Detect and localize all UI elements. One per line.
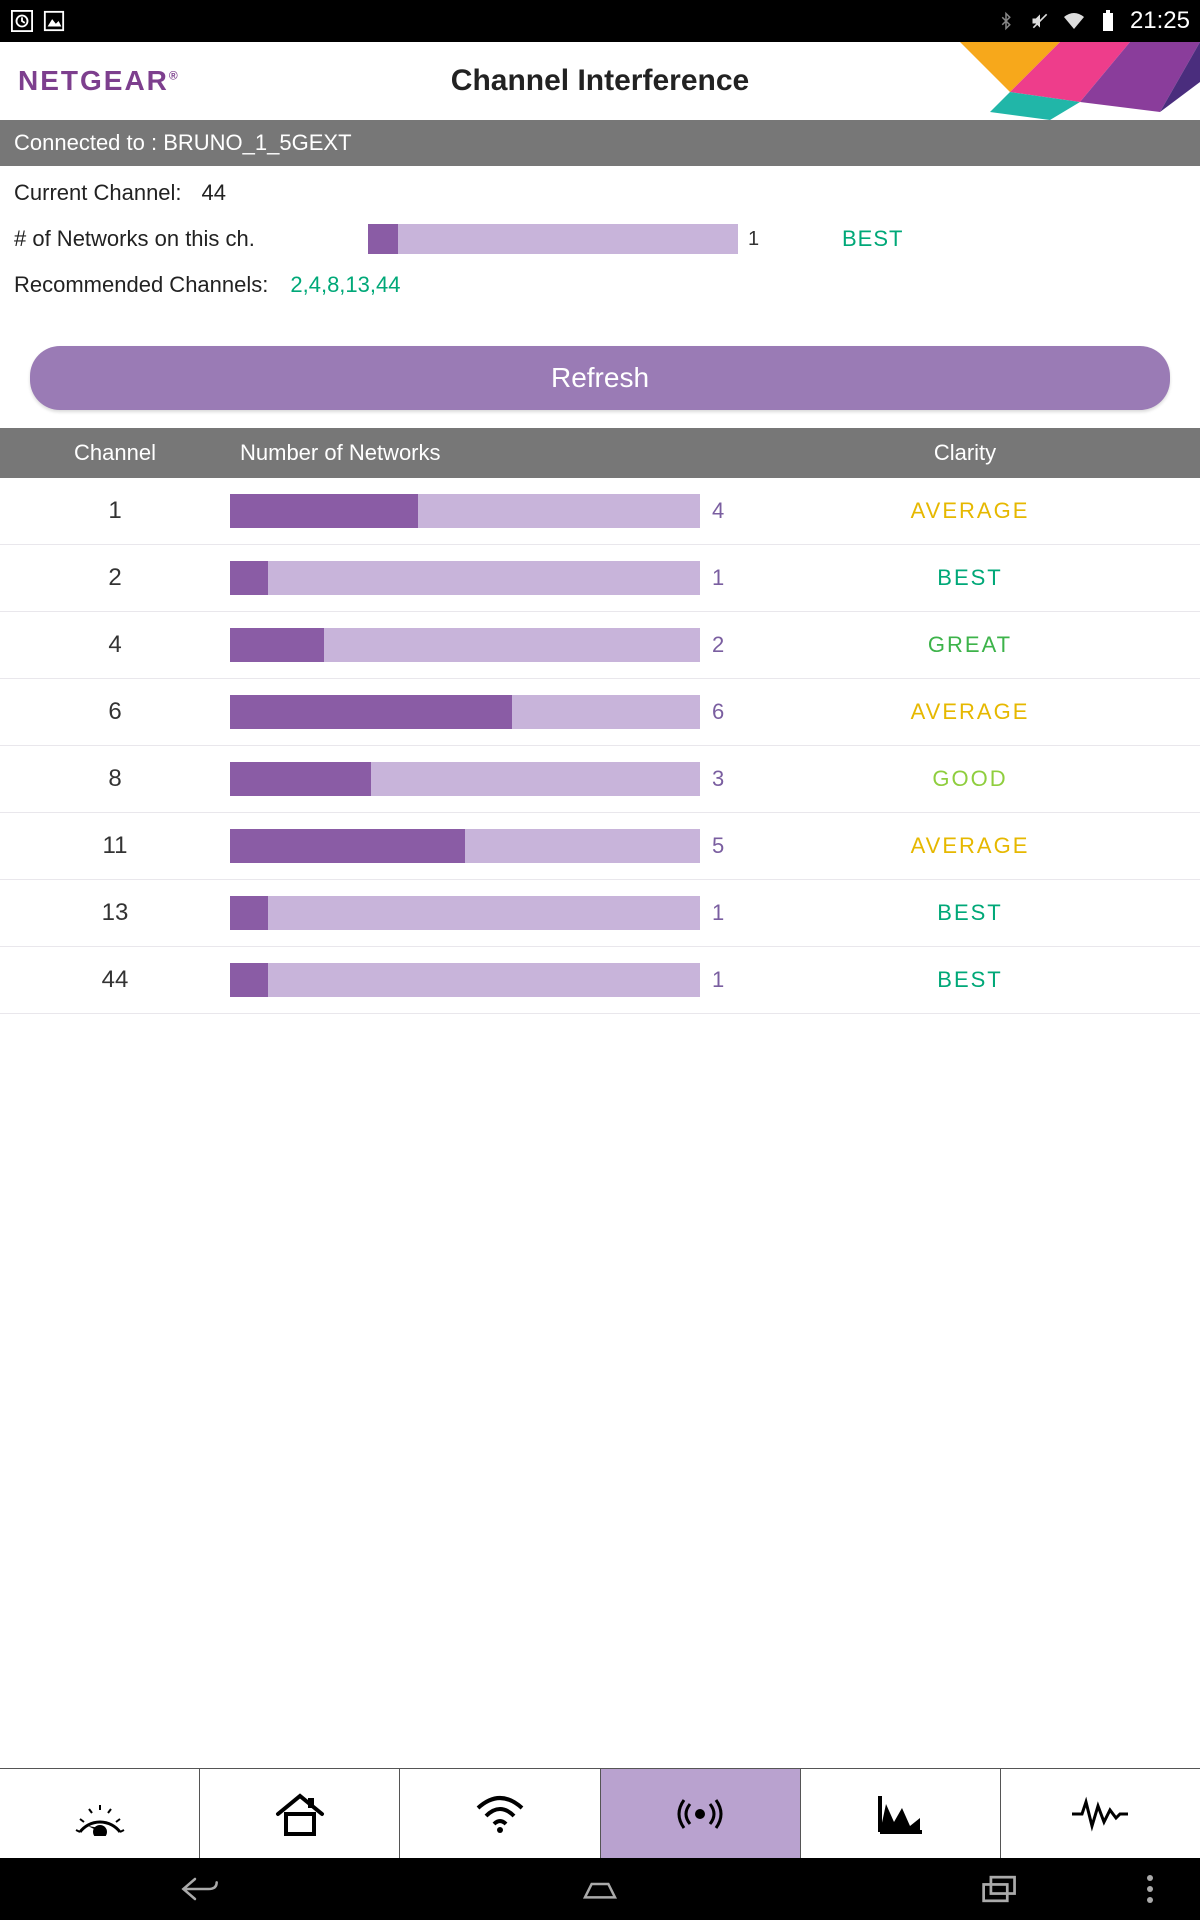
row-count: 1 bbox=[700, 900, 740, 926]
recommended-channels-row: Recommended Channels: 2,4,8,13,44 bbox=[14, 272, 1186, 298]
tab-signal[interactable] bbox=[1001, 1769, 1200, 1858]
table-header: Channel Number of Networks Clarity bbox=[0, 428, 1200, 478]
row-count: 4 bbox=[700, 498, 740, 524]
table-row[interactable]: 8 3GOOD bbox=[0, 746, 1200, 813]
nav-home-icon[interactable] bbox=[580, 1869, 620, 1909]
row-clarity: BEST bbox=[740, 565, 1200, 591]
row-clarity: GREAT bbox=[740, 632, 1200, 658]
networks-on-channel-count: 1 bbox=[738, 228, 768, 251]
tab-wifi[interactable] bbox=[400, 1769, 600, 1858]
table-row[interactable]: 2 1BEST bbox=[0, 545, 1200, 612]
tab-gauge[interactable] bbox=[0, 1769, 200, 1858]
table-row[interactable]: 44 1BEST bbox=[0, 947, 1200, 1014]
row-channel: 2 bbox=[0, 564, 230, 592]
row-channel: 4 bbox=[0, 631, 230, 659]
status-time: 21:25 bbox=[1130, 7, 1190, 35]
current-channel-row: Current Channel: 44 bbox=[14, 180, 1186, 206]
page-title: Channel Interference bbox=[451, 64, 749, 98]
nav-menu-icon[interactable] bbox=[1130, 1869, 1170, 1909]
android-nav-bar bbox=[0, 1858, 1200, 1920]
recommended-label: Recommended Channels: bbox=[14, 272, 268, 298]
connected-bar: Connected to : BRUNO_1_5GEXT bbox=[0, 120, 1200, 166]
networks-on-channel-bar: 1 bbox=[368, 224, 768, 254]
tab-chart[interactable] bbox=[801, 1769, 1001, 1858]
networks-on-channel-label: # of Networks on this ch. bbox=[14, 226, 354, 252]
row-clarity: GOOD bbox=[740, 766, 1200, 792]
row-channel: 44 bbox=[0, 966, 230, 994]
row-channel: 11 bbox=[0, 832, 230, 860]
android-status-bar: 21:25 bbox=[0, 0, 1200, 42]
nav-back-icon[interactable] bbox=[180, 1869, 220, 1909]
current-channel-label: Current Channel: bbox=[14, 180, 182, 206]
bluetooth-icon bbox=[994, 9, 1018, 33]
bottom-tabs bbox=[0, 1768, 1200, 1858]
table-row[interactable]: 66AVERAGE bbox=[0, 679, 1200, 746]
tab-home[interactable] bbox=[200, 1769, 400, 1858]
status-right: 21:25 bbox=[994, 7, 1190, 35]
table-row[interactable]: 1 4AVERAGE bbox=[0, 478, 1200, 545]
connected-label: Connected to : bbox=[14, 130, 163, 155]
col-header-clarity: Clarity bbox=[730, 440, 1200, 466]
status-left bbox=[10, 9, 66, 33]
row-bar bbox=[230, 896, 700, 930]
row-bar bbox=[230, 762, 700, 796]
row-bar bbox=[230, 628, 700, 662]
image-icon bbox=[42, 9, 66, 33]
wifi-icon bbox=[1062, 9, 1086, 33]
mute-icon bbox=[1028, 9, 1052, 33]
row-bar bbox=[230, 561, 700, 595]
row-bar bbox=[230, 829, 700, 863]
channel-rows: 14AVERAGE21BEST42GREAT66AVERAGE83GOOD115… bbox=[0, 478, 1200, 1014]
current-channel-value: 44 bbox=[202, 180, 226, 206]
row-clarity: AVERAGE bbox=[740, 833, 1200, 859]
row-count: 1 bbox=[700, 967, 740, 993]
col-header-networks: Number of Networks bbox=[230, 440, 730, 466]
header-decoration bbox=[900, 42, 1200, 120]
app-header: NETGEAR® Channel Interference bbox=[0, 42, 1200, 120]
row-clarity: AVERAGE bbox=[740, 699, 1200, 725]
row-clarity: BEST bbox=[740, 900, 1200, 926]
networks-on-channel-row: # of Networks on this ch. 1 BEST bbox=[14, 224, 1186, 254]
table-row[interactable]: 11 5AVERAGE bbox=[0, 813, 1200, 880]
row-count: 6 bbox=[700, 699, 740, 725]
info-block: Current Channel: 44 # of Networks on thi… bbox=[0, 166, 1200, 324]
refresh-button[interactable]: Refresh bbox=[30, 346, 1170, 410]
table-row[interactable]: 4 2GREAT bbox=[0, 612, 1200, 679]
recommended-values: 2,4,8,13,44 bbox=[290, 272, 400, 298]
row-count: 1 bbox=[700, 565, 740, 591]
row-channel: 1 bbox=[0, 497, 230, 525]
row-bar bbox=[230, 695, 700, 729]
row-bar bbox=[230, 963, 700, 997]
row-clarity: BEST bbox=[740, 967, 1200, 993]
table-row[interactable]: 13 1BEST bbox=[0, 880, 1200, 947]
col-header-channel: Channel bbox=[0, 440, 230, 466]
row-channel: 8 bbox=[0, 765, 230, 793]
row-clarity: AVERAGE bbox=[740, 498, 1200, 524]
row-channel: 6 bbox=[0, 698, 230, 726]
battery-icon bbox=[1096, 9, 1120, 33]
tab-interference[interactable] bbox=[601, 1769, 801, 1858]
update-icon bbox=[10, 9, 34, 33]
connected-ssid: BRUNO_1_5GEXT bbox=[163, 130, 351, 155]
row-count: 3 bbox=[700, 766, 740, 792]
row-channel: 13 bbox=[0, 899, 230, 927]
row-count: 2 bbox=[700, 632, 740, 658]
nav-recent-icon[interactable] bbox=[980, 1869, 1020, 1909]
row-count: 5 bbox=[700, 833, 740, 859]
row-bar bbox=[230, 494, 700, 528]
brand-logo: NETGEAR® bbox=[0, 65, 180, 97]
networks-on-channel-clarity: BEST bbox=[782, 226, 1186, 252]
